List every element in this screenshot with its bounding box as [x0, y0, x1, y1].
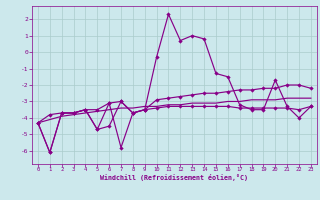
X-axis label: Windchill (Refroidissement éolien,°C): Windchill (Refroidissement éolien,°C) — [100, 174, 248, 181]
